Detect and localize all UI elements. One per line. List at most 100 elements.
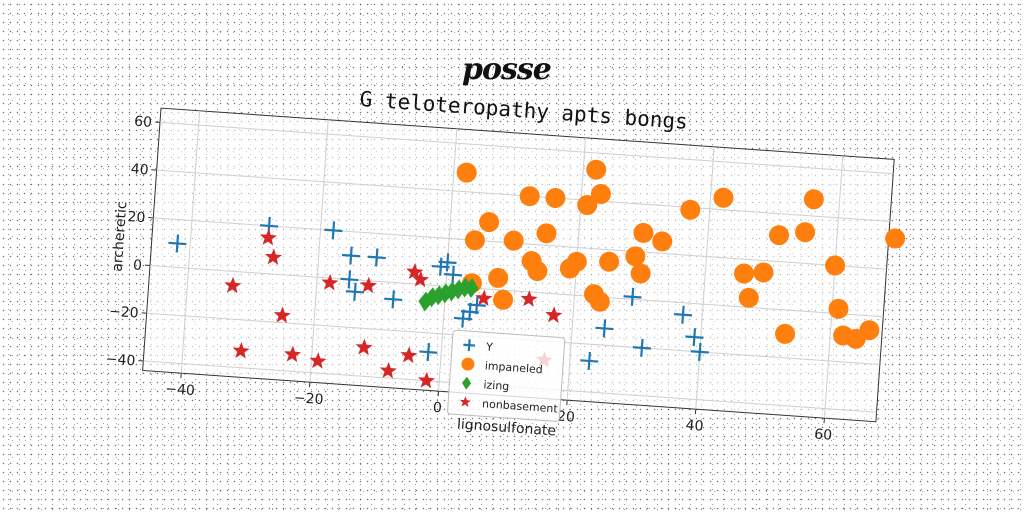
series-izing: [418, 277, 479, 312]
point-nonbasement: [406, 263, 424, 280]
point-nonbasement: [224, 276, 242, 294]
point-nonbasement: [284, 345, 302, 363]
point-impaneled: [493, 289, 514, 310]
x-tick-label: −40: [165, 381, 196, 399]
point-nonbasement: [273, 306, 291, 324]
point-impaneled: [566, 251, 587, 272]
legend-marker-Y: [463, 339, 476, 352]
point-impaneled: [527, 261, 548, 282]
point-impaneled: [769, 225, 790, 246]
x-tick-label: 0: [432, 400, 442, 417]
point-Y: [340, 270, 359, 289]
x-tick-label: 40: [685, 417, 704, 434]
y-tick-label: 60: [134, 114, 153, 131]
point-Y: [595, 319, 614, 338]
point-nonbasement: [412, 270, 430, 288]
point-impaneled: [479, 212, 500, 233]
point-impaneled: [599, 251, 620, 272]
point-Y: [438, 253, 457, 272]
point-impaneled: [545, 187, 566, 208]
point-impaneled: [738, 287, 759, 308]
point-impaneled: [589, 291, 610, 312]
point-nonbasement: [417, 371, 436, 389]
point-impaneled: [885, 228, 906, 249]
point-nonbasement: [400, 346, 418, 364]
point-nonbasement: [355, 338, 373, 356]
point-impaneled: [828, 298, 849, 319]
point-Y: [690, 342, 709, 361]
point-nonbasement: [309, 352, 327, 369]
series-impaneled: [456, 159, 906, 349]
point-impaneled: [503, 230, 524, 251]
point-Y: [444, 265, 463, 284]
legend-marker-izing: [462, 376, 472, 390]
point-Y: [623, 287, 642, 306]
axis-ticks: −40 −20 0 20 40 60 −40 −20 0 20 40 60: [105, 114, 833, 444]
point-nonbasement: [520, 290, 538, 307]
x-grid-line: [823, 155, 844, 419]
y-grid-line: [159, 121, 894, 175]
point-impaneled: [590, 183, 611, 204]
point-nonbasement: [232, 341, 250, 359]
point-Y: [453, 309, 473, 328]
point-Y: [367, 248, 386, 267]
point-impaneled: [633, 222, 654, 243]
series-nonbasement: [224, 228, 563, 389]
point-Y: [685, 328, 704, 347]
x-grid-line: [309, 119, 329, 383]
x-tick-label: 20: [557, 409, 576, 426]
point-impaneled: [630, 263, 651, 284]
point-Y: [168, 234, 187, 253]
point-impaneled: [456, 162, 477, 183]
point-impaneled: [586, 159, 607, 180]
y-tick-label: −40: [105, 351, 136, 369]
legend-label: izing: [483, 378, 510, 393]
point-impaneled: [488, 267, 509, 288]
point-Y: [419, 343, 438, 362]
point-nonbasement: [379, 361, 397, 379]
point-impaneled: [577, 195, 598, 216]
y-tick-label: 0: [132, 257, 142, 274]
point-impaneled: [859, 320, 880, 341]
point-Y: [580, 351, 599, 371]
legend-label: impaneled: [484, 359, 543, 376]
point-Y: [341, 246, 361, 265]
point-nonbasement: [359, 276, 378, 294]
series-Y: [168, 216, 709, 371]
x-grid-line: [695, 146, 715, 410]
legend-marker-impaneled: [461, 357, 475, 371]
y-axis-label: archeretic: [110, 201, 131, 272]
legend-label: Y: [485, 340, 494, 354]
y-tick-label: 20: [127, 209, 146, 226]
y-tick-label: 40: [130, 161, 149, 178]
point-impaneled: [713, 187, 734, 208]
point-impaneled: [625, 246, 646, 267]
point-nonbasement: [265, 248, 283, 265]
figure-title: posse: [462, 52, 552, 87]
point-impaneled: [464, 230, 485, 251]
x-tick-label: 60: [814, 426, 833, 443]
point-impaneled: [652, 231, 673, 252]
point-impaneled: [775, 323, 796, 344]
legend-marker-nonbasement: [459, 396, 471, 407]
legend-label: nonbasement: [482, 397, 559, 415]
legend-box: [447, 329, 566, 422]
point-Y: [673, 305, 693, 324]
point-nonbasement: [321, 273, 339, 291]
point-Y: [467, 296, 486, 315]
x-grid-line: [180, 110, 201, 374]
x-tick-label: −20: [293, 390, 324, 408]
point-nonbasement: [475, 289, 493, 307]
point-nonbasement: [545, 306, 563, 323]
point-Y: [632, 338, 651, 357]
point-impaneled: [795, 222, 816, 243]
point-Y: [324, 221, 343, 240]
y-grid-line: [149, 265, 884, 318]
point-impaneled: [680, 199, 701, 220]
point-impaneled: [734, 263, 755, 284]
point-impaneled: [536, 223, 557, 244]
point-impaneled: [803, 189, 824, 210]
y-tick-label: −20: [109, 304, 140, 322]
